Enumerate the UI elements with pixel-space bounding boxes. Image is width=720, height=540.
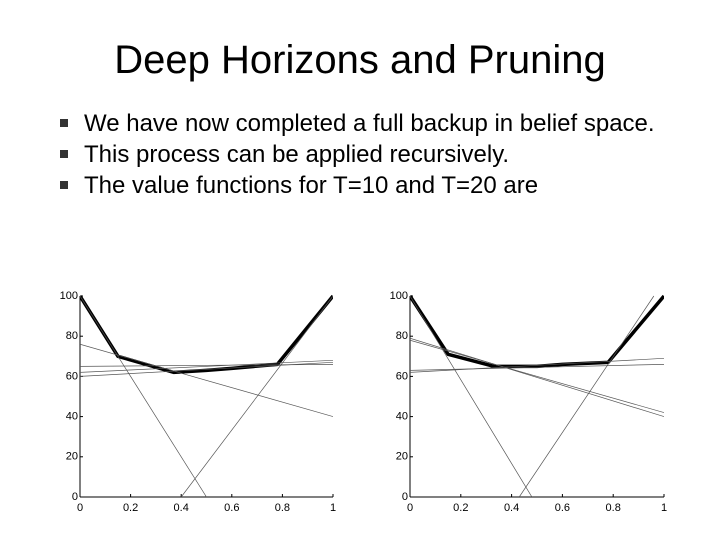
x-tick-label: 0.2 — [453, 502, 468, 514]
y-tick-label: 0 — [72, 491, 78, 503]
chart: 0 20 40 60 80 100 0 0.2 0.4 0.6 0.8 1 — [60, 290, 336, 514]
bullet: The value functions for T=10 and T=20 ar… — [58, 170, 698, 201]
y-tick-label: 100 — [390, 290, 408, 302]
x-tick-label: 0.4 — [504, 502, 519, 514]
x-tick-label: 0 — [77, 502, 83, 514]
x-tick-label: 0.8 — [275, 502, 290, 514]
y-tick-label: 80 — [396, 330, 408, 342]
series-line — [410, 295, 533, 497]
y-tick-label: 40 — [66, 411, 78, 423]
bullet: We have now completed a full backup in b… — [58, 108, 698, 139]
bullet-list: We have now completed a full backup in b… — [58, 108, 698, 201]
y-tick-label: 40 — [396, 411, 408, 423]
series-line — [410, 357, 664, 373]
y-tick-label: 100 — [60, 290, 78, 302]
slide-title: Deep Horizons and Pruning — [114, 38, 606, 82]
x-tick-label: 0.2 — [123, 502, 138, 514]
series-line — [80, 343, 333, 417]
series-line — [410, 294, 664, 369]
x-tick-label: 0 — [407, 502, 413, 514]
series-line — [410, 363, 664, 371]
x-tick-label: 0.6 — [224, 502, 239, 514]
series-line — [518, 295, 655, 497]
x-tick-label: 1 — [330, 502, 336, 514]
bullet: This process can be applied recursively. — [58, 139, 698, 170]
x-tick-label: 0.4 — [174, 502, 189, 514]
chart: 0 20 40 60 80 100 0 0.2 0.4 0.6 0.8 1 — [390, 290, 667, 514]
series-line — [410, 339, 664, 413]
y-tick-label: 20 — [66, 451, 78, 463]
x-tick-label: 0.6 — [555, 502, 570, 514]
y-tick-label: 60 — [396, 370, 408, 382]
x-tick-label: 0.8 — [606, 502, 621, 514]
series-line — [180, 295, 333, 497]
x-tick-label: 1 — [661, 502, 667, 514]
y-tick-label: 60 — [66, 370, 78, 382]
y-tick-label: 80 — [66, 330, 78, 342]
series-line — [410, 337, 664, 417]
series-line — [80, 361, 333, 377]
y-tick-label: 0 — [402, 491, 408, 503]
series-line — [80, 294, 333, 375]
series-line — [80, 359, 333, 373]
series-line — [80, 295, 207, 497]
y-tick-label: 20 — [396, 451, 408, 463]
